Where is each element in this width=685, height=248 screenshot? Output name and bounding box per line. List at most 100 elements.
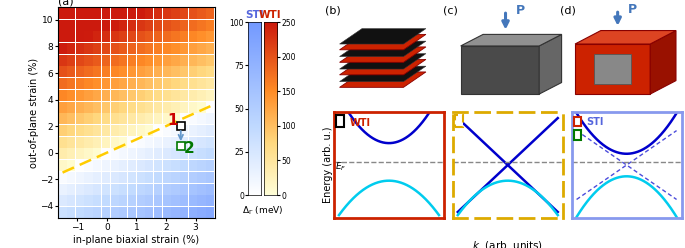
Polygon shape — [340, 47, 426, 62]
Bar — [180, 43, 188, 54]
Bar — [136, 90, 145, 101]
Bar — [189, 55, 197, 66]
Bar — [154, 55, 162, 66]
Polygon shape — [575, 31, 676, 44]
Bar — [84, 172, 92, 183]
Bar — [197, 184, 205, 195]
Bar — [154, 113, 162, 124]
Bar — [128, 31, 136, 42]
Text: (a): (a) — [58, 0, 74, 7]
Bar — [197, 66, 205, 77]
Bar — [206, 20, 214, 31]
Bar — [102, 125, 110, 136]
Text: 2: 2 — [184, 141, 195, 156]
Bar — [163, 207, 171, 218]
Bar — [110, 55, 119, 66]
Bar — [136, 55, 145, 66]
Bar — [154, 149, 162, 159]
Bar — [84, 8, 92, 19]
Bar — [58, 102, 66, 113]
Bar — [154, 102, 162, 113]
Bar — [67, 90, 75, 101]
Bar — [197, 102, 205, 113]
Bar — [110, 90, 119, 101]
Bar — [119, 90, 127, 101]
Bar — [154, 172, 162, 183]
Bar — [180, 78, 188, 89]
Bar — [128, 149, 136, 159]
Text: (b): (b) — [325, 5, 340, 16]
Bar — [84, 207, 92, 218]
Bar — [84, 102, 92, 113]
Bar — [93, 207, 101, 218]
Bar — [180, 125, 188, 136]
Bar — [189, 43, 197, 54]
Bar — [84, 160, 92, 171]
Bar — [58, 160, 66, 171]
Bar — [197, 172, 205, 183]
Bar — [84, 149, 92, 159]
Bar — [136, 195, 145, 206]
Bar — [136, 137, 145, 148]
Bar — [180, 90, 188, 101]
Bar — [206, 102, 214, 113]
Polygon shape — [594, 54, 631, 85]
Bar — [119, 113, 127, 124]
Text: P: P — [627, 3, 637, 16]
Bar — [206, 43, 214, 54]
Bar — [119, 66, 127, 77]
Bar — [93, 43, 101, 54]
Bar — [102, 55, 110, 66]
Bar — [206, 8, 214, 19]
Bar — [206, 113, 214, 124]
Bar — [67, 20, 75, 31]
Bar — [145, 31, 153, 42]
Bar — [163, 113, 171, 124]
Bar — [197, 149, 205, 159]
Bar — [76, 55, 84, 66]
Bar — [119, 184, 127, 195]
Bar — [189, 172, 197, 183]
Bar — [102, 137, 110, 148]
Bar — [93, 172, 101, 183]
Bar — [145, 66, 153, 77]
Bar — [84, 137, 92, 148]
Bar — [180, 55, 188, 66]
Bar — [154, 195, 162, 206]
Bar — [93, 137, 101, 148]
Bar — [154, 160, 162, 171]
Bar — [171, 172, 179, 183]
Bar — [93, 55, 101, 66]
Bar — [128, 160, 136, 171]
Bar — [189, 78, 197, 89]
Bar — [171, 125, 179, 136]
Bar — [93, 8, 101, 19]
Bar — [76, 137, 84, 148]
Bar — [110, 184, 119, 195]
Bar — [145, 160, 153, 171]
Text: (c): (c) — [443, 5, 458, 16]
Bar — [76, 207, 84, 218]
Bar — [67, 66, 75, 77]
Bar — [171, 55, 179, 66]
Bar — [84, 125, 92, 136]
Text: P: P — [516, 4, 525, 17]
Bar — [128, 20, 136, 31]
Bar — [197, 31, 205, 42]
Bar — [180, 195, 188, 206]
Bar — [84, 55, 92, 66]
Bar — [128, 78, 136, 89]
Bar — [76, 125, 84, 136]
Bar — [189, 20, 197, 31]
Bar — [119, 8, 127, 19]
Bar — [136, 184, 145, 195]
Bar — [163, 66, 171, 77]
Bar — [110, 149, 119, 159]
Bar — [163, 125, 171, 136]
Bar — [180, 137, 188, 148]
Bar — [93, 184, 101, 195]
Bar — [128, 8, 136, 19]
Polygon shape — [340, 29, 426, 44]
Bar — [128, 66, 136, 77]
Bar — [336, 116, 345, 127]
